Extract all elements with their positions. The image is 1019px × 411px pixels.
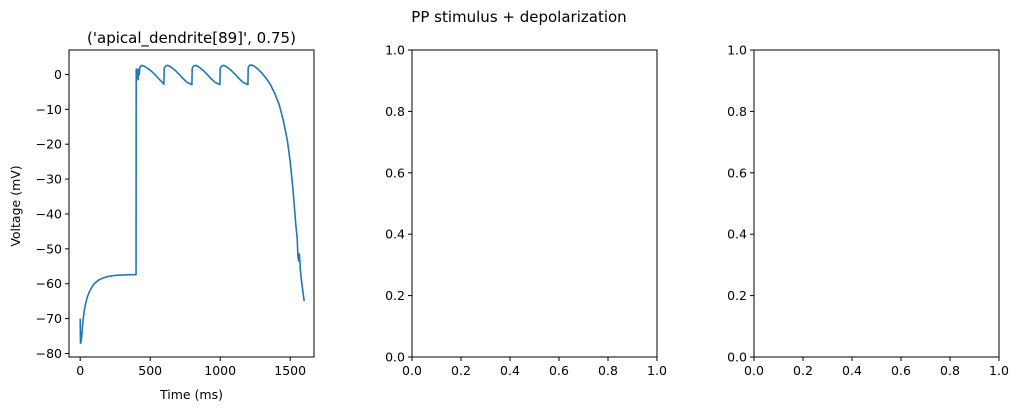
axes-1-xtick-label: 1000 [204,363,236,378]
axes-2-ytick-label: 0.0 [385,350,405,365]
axes-1-ytick-label: −40 [36,206,62,221]
axes-1-series-1-line [79,64,305,344]
axes-3-ytick-label: 0.2 [727,288,747,303]
axes-3-xtick-label: 0.6 [891,363,911,378]
axes-2-ytick-label: 0.4 [385,227,405,242]
axes-2-xtick-label: 0.6 [549,363,569,378]
axes-2-xtick-label: 1.0 [647,363,667,378]
axes-1-ytick-label: −80 [36,346,62,361]
axes-2-xtick-label: 0.2 [451,363,471,378]
axes-1-xtick-label: 0 [76,363,84,378]
axes-1-ytick-label: −60 [36,276,62,291]
axes-3-xtick-label: 0.4 [842,363,862,378]
suptitle: PP stimulus + depolarization [411,8,626,26]
axes-3-frame [753,49,1000,358]
axes-2-xtick-label: 0.8 [598,363,618,378]
axes-2-ytick-label: 0.8 [385,104,405,119]
axes-1-ytick-label: −10 [36,102,62,117]
axes-3-ytick-label: 0.8 [727,104,747,119]
axes-2-frame [411,49,658,358]
axes-3-ytick-label: 1.0 [727,43,747,58]
axes-3-ytick-label: 0.0 [727,350,747,365]
axes-1-ytick-label: −20 [36,137,62,152]
axes-1-ytick-label: 0 [54,67,62,82]
axes-2-xtick-label: 0.4 [500,363,520,378]
axes-3-xtick-label: 0.8 [940,363,960,378]
axes-3-xtick-label: 0.0 [744,363,764,378]
axes-1-xtick-label: 500 [138,363,162,378]
axes-2-ytick-label: 0.2 [385,288,405,303]
axes-3-xtick-label: 1.0 [989,363,1009,378]
axes-1-ytick-label: −30 [36,172,62,187]
axes-1-ylabel: Voltage (mV) [8,165,23,246]
axes-1: ('apical_dendrite[89]', 0.75) Time (ms) … [8,29,315,402]
axes-1-ytick-label: −70 [36,311,62,326]
axes-2-ytick-label: 1.0 [385,43,405,58]
axes-2-xtick-label: 0.0 [402,363,422,378]
axes-2-ytick-label: 0.6 [385,165,405,180]
axes-3-xtick-label: 0.2 [793,363,813,378]
axes-3-ytick-label: 0.6 [727,165,747,180]
axes-1-xtick-label: 1500 [274,363,306,378]
axes-1-frame [68,49,315,358]
axes-3-ytick-label: 0.4 [727,227,747,242]
axes-1-xlabel: Time (ms) [159,387,223,402]
axes-2: 0.0 0.2 0.4 0.6 0.8 1.0 0.0 0.2 0.4 0.6 0.8 1.0 [385,43,667,379]
axes-3: 0.0 0.2 0.4 0.6 0.8 1.0 0.0 0.2 0.4 0.6 0.8 1.0 [727,43,1009,379]
axes-1-ytick-label: −50 [36,241,62,256]
axes-1-title: ('apical_dendrite[89]', 0.75) [87,29,296,48]
